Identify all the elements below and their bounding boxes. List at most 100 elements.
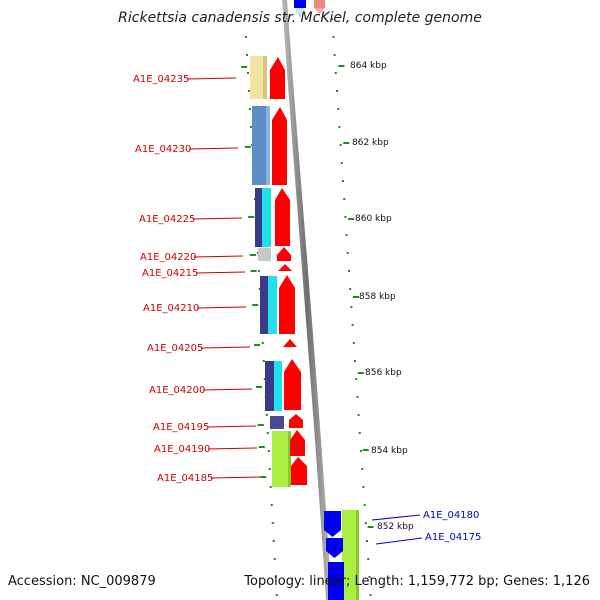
guide-dot [357, 414, 360, 416]
scale-tick-label: 858 kbp [359, 292, 396, 302]
guide-dot [247, 90, 250, 92]
guide-dot [247, 72, 249, 74]
gene-label: A1E_04180 [423, 510, 479, 521]
guide-dot [339, 144, 342, 146]
guide-dot [267, 450, 270, 452]
guide-dot [270, 504, 273, 506]
gene-arrow [270, 57, 285, 99]
guide-dot [352, 342, 355, 344]
guide-dot [356, 396, 359, 398]
guide-dot [268, 468, 271, 470]
left-gene-labels: A1E_04235 A1E_04230 A1E_04225 A1E_04220 … [133, 74, 261, 484]
guide-dot [363, 504, 366, 506]
gene-label: A1E_04210 [143, 303, 199, 314]
guide-dot [362, 486, 365, 488]
guide-dot [340, 162, 343, 164]
scale-tick-label: 856 kbp [365, 368, 402, 378]
gene-arrow [326, 538, 343, 558]
guide-dot [337, 108, 340, 110]
gene-label: A1E_04225 [139, 214, 195, 225]
guide-dot [248, 108, 251, 110]
gene-label: A1E_04200 [149, 385, 205, 396]
scale-dash [367, 526, 374, 528]
scale-tick-label: 854 kbp [371, 446, 408, 456]
gene-arrow [278, 264, 292, 271]
gene-label: A1E_04195 [153, 422, 209, 433]
guide-dot [369, 594, 372, 596]
guide-dot [360, 450, 362, 452]
genome-backbone [282, 0, 332, 600]
scale-dash [357, 372, 364, 374]
gene-arrow [291, 457, 307, 485]
guide-dot [256, 252, 259, 254]
guide-dot [355, 378, 358, 380]
gene-label: A1E_04220 [140, 252, 196, 263]
gene-arrow [279, 275, 295, 334]
guide-dot [343, 198, 346, 200]
gene-arrow [289, 414, 303, 428]
reverse-gene-arrows [324, 511, 344, 600]
guide-dot [253, 198, 256, 200]
guide-dot [331, 18, 334, 20]
gene-arrow [272, 107, 287, 185]
scale-tick-label: 852 kbp [377, 522, 414, 532]
scale-dash [362, 449, 369, 451]
guide-dot [354, 360, 356, 362]
guide-dot [344, 216, 347, 218]
guide-dot [345, 234, 348, 236]
guide-dot [342, 180, 344, 182]
label-dash [260, 476, 267, 478]
gene-arrow [283, 339, 297, 347]
label-dash [248, 216, 255, 218]
label-dash [256, 386, 262, 388]
right-gene-labels: A1E_04180 A1E_04175 [371, 510, 481, 545]
scale-dash [338, 65, 345, 67]
gene-arrow [275, 188, 290, 246]
gene-arrow [290, 430, 305, 456]
guide-dot [348, 270, 350, 272]
guide-dot [262, 360, 265, 362]
label-dash [258, 446, 265, 448]
label-dash [257, 424, 264, 426]
guide-dot [265, 414, 268, 416]
guide-dot [367, 558, 370, 560]
guide-dot [249, 126, 252, 128]
guide-dot [338, 126, 341, 128]
accession-text: Accession: NC_009879 [8, 574, 156, 589]
guide-dot [358, 432, 361, 434]
guide-dot [351, 324, 354, 326]
guide-dot [250, 144, 253, 146]
guide-dot [244, 18, 246, 20]
gene-label: A1E_04205 [147, 343, 203, 354]
gene-label: A1E_04235 [133, 74, 189, 85]
dotted-guides [244, 18, 372, 596]
forward-gene-arrows [270, 57, 307, 485]
scale-dash [343, 142, 350, 144]
guide-dot [257, 270, 260, 272]
label-dash [249, 254, 256, 256]
guide-dot [269, 486, 272, 488]
guide-dot [261, 342, 264, 344]
guide-dot [361, 468, 364, 470]
gene-arrow [284, 359, 301, 410]
scale-dash [348, 218, 355, 220]
guide-dot [272, 540, 275, 542]
guide-dot [350, 306, 353, 308]
gene-label: A1E_04175 [425, 532, 481, 543]
guide-dot [332, 36, 335, 38]
gene-label: A1E_04215 [142, 268, 198, 279]
guide-dot [266, 432, 269, 434]
guide-dot [368, 576, 371, 578]
guide-dot [273, 558, 276, 560]
gene-label: A1E_04185 [157, 473, 213, 484]
guide-dot [349, 288, 352, 290]
genome-title: Rickettsia canadensis str. McKiel, compl… [118, 10, 482, 26]
label-dashes [241, 65, 374, 528]
top-clipped-features [294, 0, 325, 18]
gene-arrow [324, 511, 341, 537]
label-dash [250, 270, 257, 272]
guide-dot [275, 594, 278, 596]
guide-dot [334, 72, 337, 74]
guide-dot [245, 36, 247, 38]
